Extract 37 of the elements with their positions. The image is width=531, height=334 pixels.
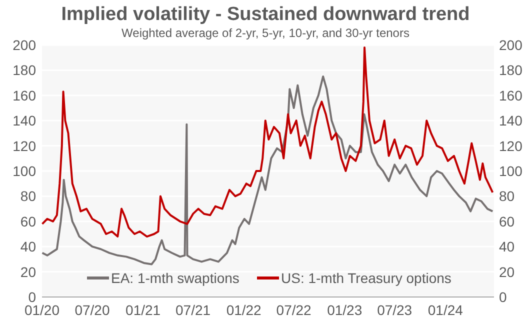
y-tick-label: 20 — [20, 264, 36, 280]
y-tick-label: 0 — [28, 289, 36, 305]
legend-label: US: 1-mth Treasury options — [281, 270, 452, 286]
x-tick-label: 01/22 — [226, 302, 262, 318]
y-tick-label: 140 — [12, 112, 36, 129]
y2-tick-label: 80 — [499, 188, 515, 204]
x-tick-label: 07/23 — [377, 302, 412, 318]
y-tick-label: 40 — [20, 238, 36, 255]
y-tick-label: 160 — [12, 87, 36, 104]
y2-tick-label: 40 — [499, 238, 515, 255]
y2-tick-label: 20 — [499, 264, 515, 280]
y2-tick-label: 140 — [499, 112, 523, 129]
y-tick-label: 200 — [12, 37, 36, 53]
y2-tick-label: 60 — [499, 213, 515, 230]
legend-label: EA: 1-mth swaptions — [111, 270, 240, 286]
y2-tick-label: 120 — [499, 138, 523, 154]
x-tick-label: 07/20 — [74, 302, 110, 318]
x-tick-label: 01/20 — [24, 302, 60, 318]
y2-tick-label: 180 — [499, 62, 523, 78]
y2-tick-label: 160 — [499, 87, 523, 104]
chart-subtitle: Weighted average of 2-yr, 5-yr, 10-yr, and 30-yr tenors — [122, 26, 410, 40]
y-tick-label: 100 — [12, 163, 36, 179]
x-tick-label: 01/24 — [428, 302, 464, 318]
y-tick-label: 180 — [12, 62, 36, 78]
x-tick-label: 01/23 — [327, 302, 362, 318]
y-tick-label: 60 — [20, 213, 36, 230]
chart-title: Implied volatility - Sustained downward trend — [61, 4, 470, 25]
line-series — [41, 46, 494, 238]
x-tick-label: 07/21 — [176, 302, 211, 318]
line-series — [41, 76, 494, 266]
y2-tick-label: 200 — [499, 37, 523, 53]
y-tick-label: 120 — [12, 138, 36, 154]
y2-tick-label: 0 — [499, 289, 507, 305]
x-tick-label: 07/22 — [276, 302, 312, 318]
y2-tick-label: 100 — [499, 163, 523, 179]
y-tick-label: 80 — [20, 188, 36, 204]
x-tick-label: 01/21 — [126, 302, 161, 318]
